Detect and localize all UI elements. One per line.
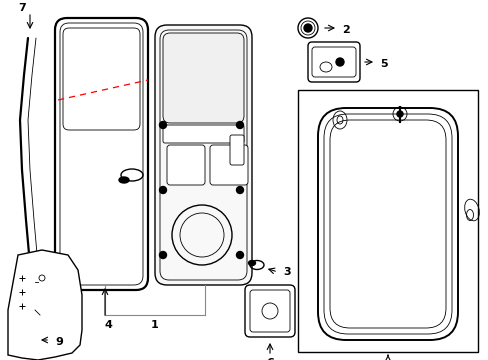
Circle shape bbox=[335, 58, 343, 66]
Text: 3: 3 bbox=[283, 267, 290, 277]
FancyBboxPatch shape bbox=[317, 108, 457, 340]
FancyBboxPatch shape bbox=[209, 145, 247, 185]
Circle shape bbox=[304, 24, 311, 32]
Polygon shape bbox=[8, 250, 82, 360]
Ellipse shape bbox=[119, 177, 129, 183]
FancyBboxPatch shape bbox=[63, 28, 140, 130]
FancyBboxPatch shape bbox=[163, 125, 244, 143]
Circle shape bbox=[159, 121, 166, 129]
FancyBboxPatch shape bbox=[160, 30, 246, 280]
Text: 6: 6 bbox=[265, 358, 273, 360]
FancyBboxPatch shape bbox=[307, 42, 359, 82]
FancyBboxPatch shape bbox=[229, 135, 244, 165]
Text: 9: 9 bbox=[55, 337, 63, 347]
Text: 1: 1 bbox=[151, 320, 159, 330]
Circle shape bbox=[159, 186, 166, 193]
Circle shape bbox=[159, 252, 166, 258]
FancyBboxPatch shape bbox=[60, 23, 142, 285]
Circle shape bbox=[396, 111, 402, 117]
Text: 7: 7 bbox=[18, 3, 26, 13]
FancyBboxPatch shape bbox=[167, 145, 204, 185]
FancyBboxPatch shape bbox=[244, 285, 294, 337]
Text: 2: 2 bbox=[341, 25, 349, 35]
Ellipse shape bbox=[248, 261, 255, 265]
FancyBboxPatch shape bbox=[249, 290, 289, 332]
FancyBboxPatch shape bbox=[155, 25, 251, 285]
FancyBboxPatch shape bbox=[329, 120, 445, 328]
Text: 5: 5 bbox=[379, 59, 387, 69]
FancyBboxPatch shape bbox=[324, 114, 451, 334]
FancyBboxPatch shape bbox=[163, 33, 244, 123]
Bar bbox=[297, 90, 477, 352]
Circle shape bbox=[236, 252, 243, 258]
Circle shape bbox=[236, 121, 243, 129]
FancyBboxPatch shape bbox=[55, 18, 148, 290]
FancyBboxPatch shape bbox=[311, 47, 355, 77]
Text: 4: 4 bbox=[104, 320, 112, 330]
Circle shape bbox=[236, 186, 243, 193]
